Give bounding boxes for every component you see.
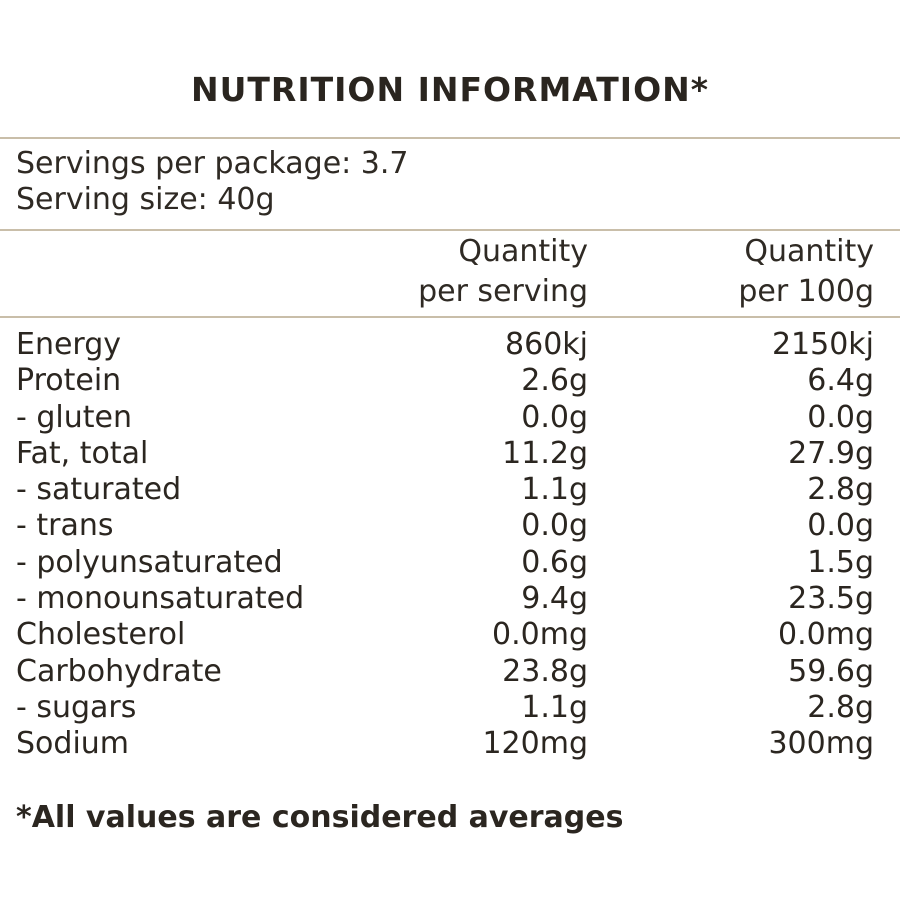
column-header-per-100g: Quantity per 100g xyxy=(738,232,874,312)
column-header-per-serving: Quantity per serving xyxy=(418,232,588,312)
nutrient-label: Fat, total xyxy=(16,435,149,471)
table-divider xyxy=(0,316,900,318)
table-row: - saturated 1.1g 2.8g xyxy=(0,472,900,508)
per-100g-value: 59.6g xyxy=(788,653,874,689)
table-row: - polyunsaturated 0.6g 1.5g xyxy=(0,545,900,581)
panel-title: NUTRITION INFORMATION* xyxy=(191,70,709,109)
per-serving-value: 9.4g xyxy=(521,581,588,617)
nutrient-label: Sodium xyxy=(16,726,130,762)
footnote: *All values are considered averages xyxy=(16,800,624,835)
per-serving-value: 860kj xyxy=(505,327,588,362)
nutrient-label: - monounsaturated xyxy=(16,581,305,617)
per-100g-value: 23.5g xyxy=(788,581,874,617)
per-serving-value: 1.1g xyxy=(521,689,588,725)
per-100g-value: 2.8g xyxy=(807,689,874,725)
per-serving-value: 2.6g xyxy=(521,363,588,399)
table-row: Sodium 120mg 300mg xyxy=(0,726,900,762)
nutrient-label: - polyunsaturated xyxy=(16,544,283,580)
nutrient-label: - gluten xyxy=(16,399,132,435)
nutrient-label: - saturated xyxy=(16,472,182,508)
nutrient-label: Carbohydrate xyxy=(16,653,222,689)
table-row: - sugars 1.1g 2.8g xyxy=(0,690,900,726)
per-serving-value: 0.6g xyxy=(521,544,588,580)
header-divider xyxy=(0,229,900,231)
per-100g-value: 300mg xyxy=(768,726,874,762)
column-header-per-100g-line2: per 100g xyxy=(738,274,874,309)
nutrient-label: Energy xyxy=(16,327,122,362)
per-serving-value: 0.0mg xyxy=(492,617,588,653)
servings-per-package: Servings per package: 3.7 xyxy=(16,146,409,181)
column-header-per-serving-line1: Quantity xyxy=(458,234,588,269)
per-serving-value: 23.8g xyxy=(502,653,588,689)
table-row: Carbohydrate 23.8g 59.6g xyxy=(0,654,900,690)
per-100g-value: 6.4g xyxy=(807,363,874,399)
table-row: - trans 0.0g 0.0g xyxy=(0,508,900,544)
per-100g-value: 0.0mg xyxy=(778,617,874,653)
nutrient-label: - trans xyxy=(16,508,114,544)
column-header-per-100g-line1: Quantity xyxy=(744,234,874,269)
per-serving-value: 1.1g xyxy=(521,472,588,508)
top-divider xyxy=(0,137,900,139)
table-row: - gluten 0.0g 0.0g xyxy=(0,400,900,436)
per-serving-value: 0.0g xyxy=(521,399,588,435)
nutrient-table: Energy 860kj 2150kj Protein 2.6g 6.4g - … xyxy=(0,327,900,763)
nutrient-label: Cholesterol xyxy=(16,617,186,653)
serving-size: Serving size: 40g xyxy=(16,182,275,217)
nutrient-label: - sugars xyxy=(16,689,137,725)
per-100g-value: 0.0g xyxy=(807,508,874,544)
per-serving-value: 0.0g xyxy=(521,508,588,544)
table-row: - monounsaturated 9.4g 23.5g xyxy=(0,581,900,617)
per-serving-value: 11.2g xyxy=(502,435,588,471)
table-row: Energy 860kj 2150kj xyxy=(0,327,900,363)
nutrient-label: Protein xyxy=(16,363,122,399)
per-100g-value: 27.9g xyxy=(788,435,874,471)
column-header-per-serving-line2: per serving xyxy=(418,274,588,309)
table-row: Cholesterol 0.0mg 0.0mg xyxy=(0,617,900,653)
per-serving-value: 120mg xyxy=(482,726,588,762)
table-row: Protein 2.6g 6.4g xyxy=(0,363,900,399)
per-100g-value: 2.8g xyxy=(807,472,874,508)
per-100g-value: 1.5g xyxy=(807,544,874,580)
per-100g-value: 2150kj xyxy=(771,327,874,362)
per-100g-value: 0.0g xyxy=(807,399,874,435)
table-row: Fat, total 11.2g 27.9g xyxy=(0,436,900,472)
